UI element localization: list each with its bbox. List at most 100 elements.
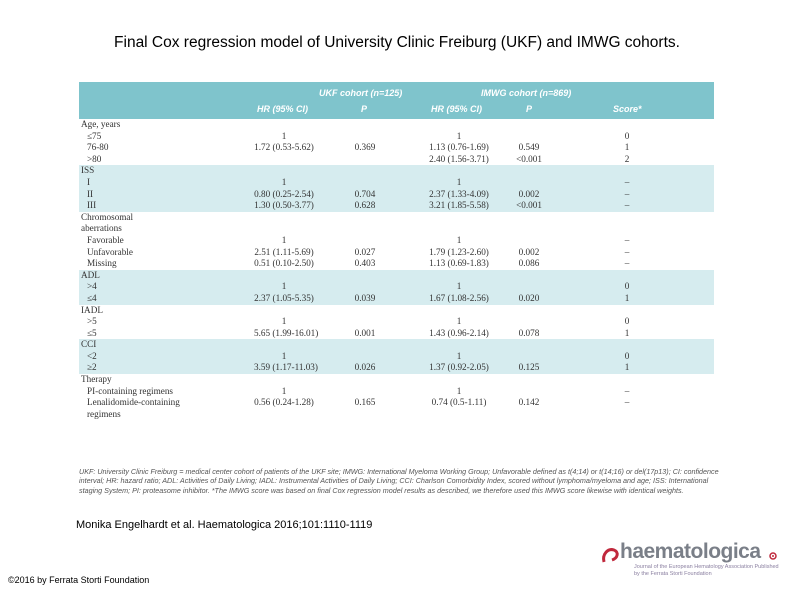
row-label: regimens [87, 408, 121, 419]
table-row: >5 1 1 0 [79, 316, 714, 328]
row-label: ADL [81, 269, 100, 280]
score-cell: 1 [624, 327, 630, 338]
row-label: CCI [81, 339, 97, 350]
imwg-hr-cell: 1.37 (0.92-2.05) [429, 362, 489, 373]
logo-mark-icon [602, 548, 619, 563]
ukf-hr-heading: HR (95% CI) [257, 104, 309, 114]
imwg-hr-cell: 1 [456, 385, 462, 396]
table-row: ≤5 5.65 (1.99-16.01) 0.001 1.43 (0.96-2.14)… [79, 328, 714, 340]
ukf-p-cell: 0.403 [354, 258, 376, 269]
imwg-cohort-heading: IMWG cohort (n=869) [481, 88, 572, 98]
table-row: CCI [79, 339, 714, 351]
table-row-group: Chromosomal aberrations Favorable 1 1– Unfavo… [79, 212, 714, 270]
score-cell: – [624, 234, 630, 245]
imwg-hr-cell: 0.74 (0.5-1.11) [431, 397, 487, 408]
ukf-hr-cell: 2.51 (1.11-5.69) [254, 246, 314, 257]
ukf-hr-cell: 0.56 (0.24-1.28) [254, 397, 314, 408]
table-row: ≥2 3.59 (1.17-11.03) 0.026 1.37 (0.92-2.05)… [79, 362, 714, 374]
ukf-hr-cell: 1 [281, 281, 287, 292]
row-label: ≤75 [87, 130, 102, 141]
table-row-group: ADL >4 1 1 0 ≤4 2.37 (1.05-5.35) 0.039 1.67 (1.0… [79, 269, 714, 305]
table-body: Age, years ≤75 1 1 0 76-80 1.72 (0.53-5.62) 0.3… [79, 119, 714, 420]
ukf-p-heading: P [361, 104, 368, 114]
ukf-hr-cell: 1.72 (0.53-5.62) [254, 142, 314, 153]
imwg-hr-cell: 1 [456, 176, 462, 187]
table-row: III 1.30 (0.50-3.77) 0.628 3.21 (1.85-5.58)… [79, 200, 714, 212]
ukf-hr-cell: 1 [281, 385, 287, 396]
table-row: II 0.80 (0.25-2.54) 0.704 2.37 (1.33-4.09) 0… [79, 189, 714, 201]
score-cell: 0 [624, 350, 630, 361]
ukf-p-cell: 0.001 [354, 327, 376, 338]
imwg-hr-cell: 1 [456, 316, 462, 327]
imwg-p-cell: 0.020 [518, 292, 540, 303]
ukf-p-cell: 0.704 [354, 188, 376, 199]
score-cell: – [624, 176, 630, 187]
table-row: <2 1 1 0 [79, 351, 714, 363]
ukf-hr-cell: 0.51 (0.10-2.50) [254, 258, 314, 269]
ukf-hr-cell: 1 [281, 130, 287, 141]
imwg-hr-cell: 1.43 (0.96-2.14) [429, 327, 489, 338]
row-label: Therapy [81, 374, 112, 385]
table-row: Favorable 1 1 – [79, 235, 714, 247]
logo-subtitle: Journal of the European Hematology Assoc… [634, 564, 779, 577]
row-label: II [87, 188, 94, 199]
table-row-group: IADL >5 1 1 0 ≤5 5.65 (1.99-16.01) 0.001 1.43 (0… [79, 305, 714, 340]
table-row: ≤75 1 1 0 [79, 131, 714, 143]
imwg-hr-cell: 1 [456, 234, 462, 245]
table-row: ≤4 2.37 (1.05-5.35) 0.039 1.67 (1.08-2.56) 0… [79, 293, 714, 305]
citation: Monika Engelhardt et al. Haematologica 2… [76, 519, 373, 531]
imwg-hr-cell: 1 [456, 281, 462, 292]
ukf-hr-cell: 1 [281, 234, 287, 245]
table-row: Therapy [79, 374, 714, 386]
cox-regression-table: UKF cohort (n=125) IMWG cohort (n=869) H… [79, 82, 714, 420]
ukf-hr-cell: 1.30 (0.50-3.77) [254, 200, 314, 211]
ukf-hr-cell: 5.65 (1.99-16.01) [254, 327, 319, 338]
ukf-hr-cell: 1 [281, 350, 287, 361]
row-label: >4 [87, 281, 97, 292]
table-row: IADL [79, 305, 714, 317]
table-row: Age, years [79, 119, 714, 131]
ukf-hr-cell: 1 [281, 316, 287, 327]
imwg-p-cell: <0.001 [516, 153, 542, 164]
score-cell: – [624, 200, 630, 211]
ukf-hr-cell: 2.37 (1.05-5.35) [254, 292, 314, 303]
imwg-hr-heading: HR (95% CI) [431, 104, 483, 114]
imwg-p-cell: 0.549 [518, 142, 540, 153]
ukf-hr-cell: 0.80 (0.25-2.54) [254, 188, 314, 199]
table-row: >4 1 1 0 [79, 281, 714, 293]
table-header: UKF cohort (n=125) IMWG cohort (n=869) H… [79, 82, 714, 119]
imwg-p-cell: 0.002 [518, 188, 540, 199]
row-label: ≤4 [87, 292, 97, 303]
table-row: I 1 1 – [79, 177, 714, 189]
row-label: <2 [87, 350, 97, 361]
imwg-hr-cell: 3.21 (1.85-5.58) [429, 200, 489, 211]
imwg-p-heading: P [526, 104, 533, 114]
score-cell: 1 [624, 142, 630, 153]
row-label: 76-80 [87, 142, 109, 153]
ukf-hr-cell: 3.59 (1.17-11.03) [254, 362, 318, 373]
score-cell: 2 [624, 153, 630, 164]
score-cell: – [624, 385, 630, 396]
row-label: Unfavorable [87, 246, 133, 257]
ukf-p-cell: 0.628 [354, 200, 376, 211]
table-row: ADL [79, 270, 714, 282]
imwg-p-cell: 0.078 [518, 327, 540, 338]
imwg-p-cell: 0.002 [518, 246, 540, 257]
imwg-hr-cell: 2.40 (1.56-3.71) [429, 153, 489, 164]
row-label: IADL [81, 304, 103, 315]
imwg-hr-cell: 2.37 (1.33-4.09) [429, 188, 489, 199]
ukf-p-cell: 0.026 [354, 362, 376, 373]
ukf-p-cell: 0.165 [354, 397, 376, 408]
score-cell: 0 [624, 281, 630, 292]
imwg-hr-cell: 1.79 (1.23-2.60) [429, 246, 489, 257]
slide-title: Final Cox regression model of University… [114, 34, 680, 51]
table-row: Chromosomal [79, 212, 714, 224]
row-label: ≤5 [87, 327, 97, 338]
ukf-hr-cell: 1 [281, 176, 287, 187]
imwg-hr-cell: 1.67 (1.08-2.56) [429, 292, 489, 303]
imwg-p-cell: 0.125 [518, 362, 540, 373]
score-cell: 0 [624, 130, 630, 141]
score-cell: – [624, 188, 630, 199]
score-cell: 1 [624, 362, 630, 373]
score-heading: Score* [613, 104, 642, 114]
